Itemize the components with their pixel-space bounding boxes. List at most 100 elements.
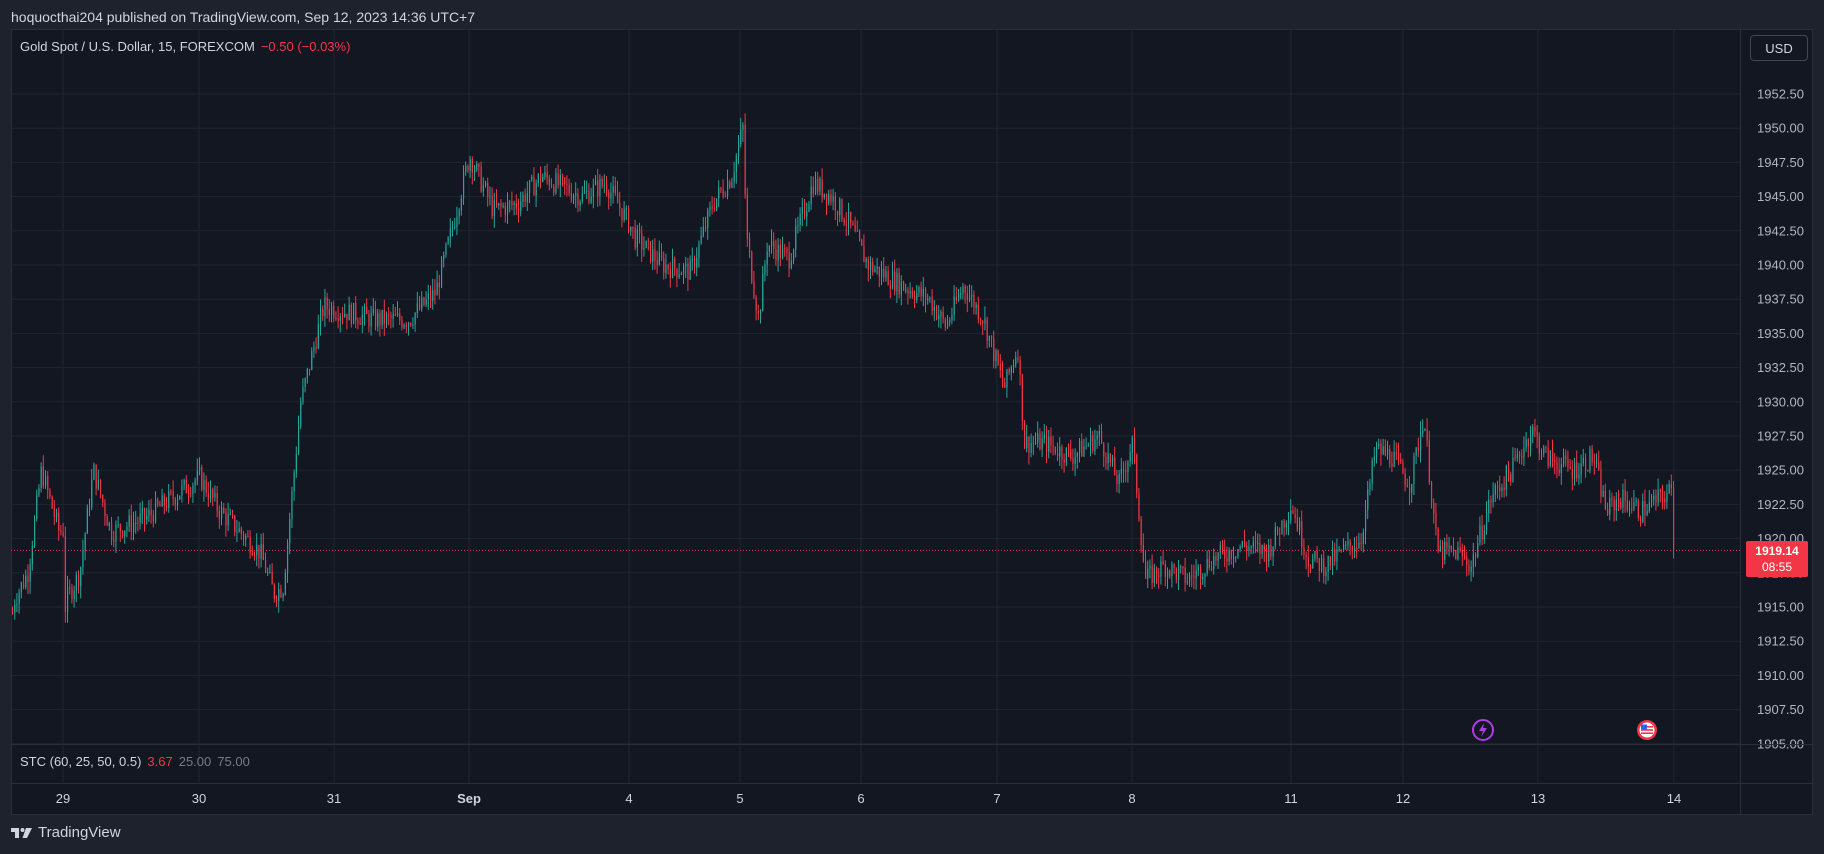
candle-body — [1206, 558, 1208, 574]
candle-body — [1378, 443, 1380, 447]
candle-body — [1461, 549, 1463, 557]
candle-body — [801, 207, 803, 215]
candle-body — [97, 479, 99, 489]
candle-body — [1153, 567, 1155, 583]
candle-body — [520, 201, 522, 212]
candle-body — [573, 195, 575, 201]
candle-body — [1358, 542, 1360, 549]
candle-body — [31, 545, 33, 564]
candle-body — [1002, 370, 1004, 383]
candle-body — [522, 194, 524, 202]
candle-body — [172, 491, 174, 499]
candle-body — [687, 263, 689, 280]
candle-body — [566, 184, 568, 186]
date-tick-label: Sep — [457, 791, 481, 806]
candle-body — [251, 552, 253, 556]
chart-frame[interactable] — [11, 29, 1813, 815]
candle-body — [273, 584, 275, 599]
candle-body — [711, 206, 713, 209]
candle-body — [47, 475, 49, 490]
candle-body — [1213, 556, 1215, 570]
candle-body — [599, 179, 601, 197]
candle-body — [306, 368, 308, 379]
candle-body — [368, 313, 370, 327]
candle-body — [628, 208, 630, 232]
candle-body — [652, 249, 654, 262]
price-tick-label: 1925.00 — [1757, 463, 1804, 478]
candle-body — [1543, 447, 1545, 454]
candle-body — [353, 303, 355, 324]
candle-body — [898, 272, 900, 295]
indicator-level-low: 25.00 — [178, 754, 212, 769]
candle-body — [663, 258, 665, 273]
price-tick-label: 1915.00 — [1757, 600, 1804, 615]
candle-body — [1277, 527, 1279, 534]
candle-body — [1499, 487, 1501, 492]
candle-body — [1283, 520, 1285, 528]
candle-body — [1015, 357, 1017, 365]
candle-body — [900, 281, 902, 295]
candle-body — [1292, 510, 1294, 514]
candle-body — [634, 228, 636, 248]
us-flag-icon[interactable] — [1632, 715, 1662, 745]
candle-body — [425, 299, 427, 305]
candle-body — [271, 571, 273, 585]
time-axis: 29 30 31 Sep 4 5 6 7 8 11 12 13 14 — [56, 791, 1681, 806]
price-tick-label: 1935.00 — [1757, 326, 1804, 341]
candle-body — [865, 258, 867, 263]
candle-body — [1200, 566, 1202, 580]
date-tick-label: 4 — [625, 791, 632, 806]
candle-body — [1651, 499, 1653, 502]
candle-body — [944, 318, 946, 328]
candle-body — [1615, 499, 1617, 511]
candle-body — [1145, 561, 1147, 579]
candle-body — [1072, 458, 1074, 464]
candle-body — [920, 287, 922, 297]
candle-body — [1428, 440, 1430, 483]
candle-body — [1222, 544, 1224, 550]
candle-body — [544, 171, 546, 177]
candle-body — [1068, 447, 1070, 450]
candle-body — [249, 536, 251, 553]
candle-body — [614, 186, 616, 193]
price-tick-label: 1910.00 — [1757, 668, 1804, 683]
candle-body — [1398, 453, 1400, 460]
candle-body — [586, 190, 588, 192]
candle-body — [848, 211, 850, 225]
candle-body — [480, 166, 482, 192]
publish-bar: hoquocthai204 published on TradingView.c… — [0, 0, 1824, 34]
candle-body — [487, 182, 489, 197]
symbol-legend[interactable]: Gold Spot / U.S. Dollar, 15, FOREXCOM −0.… — [20, 39, 350, 54]
candle-body — [980, 319, 982, 322]
candle-body — [907, 289, 909, 294]
candle-body — [894, 271, 896, 292]
candle-body — [982, 321, 984, 324]
candle-body — [843, 219, 845, 224]
candle-body — [1536, 431, 1538, 437]
candle-body — [1556, 462, 1558, 470]
footer-brand[interactable]: TradingView — [11, 824, 121, 841]
indicator-legend[interactable]: STC (60, 25, 50, 0.5) 3.67 25.00 75.00 — [20, 754, 250, 769]
candle-body — [1290, 510, 1292, 521]
candle-body — [190, 493, 192, 495]
candle-body — [612, 186, 614, 193]
candle-body — [524, 194, 526, 202]
candle-body — [130, 515, 132, 532]
candle-body — [691, 258, 693, 262]
candle-body — [656, 260, 658, 265]
candle-body — [148, 509, 150, 516]
currency-button[interactable]: USD — [1750, 35, 1808, 61]
candle-body — [1497, 485, 1499, 488]
lightning-icon[interactable] — [1468, 715, 1498, 745]
candle-body — [1112, 457, 1114, 462]
candle-body — [240, 528, 242, 534]
candle-body — [610, 192, 612, 199]
candle-body — [436, 282, 438, 296]
candle-body — [1483, 530, 1485, 540]
candle-body — [1048, 436, 1050, 453]
price-tick-label: 1942.50 — [1757, 223, 1804, 238]
candle-body — [359, 323, 361, 325]
candle-body — [1395, 452, 1397, 454]
candle-body — [458, 210, 460, 217]
